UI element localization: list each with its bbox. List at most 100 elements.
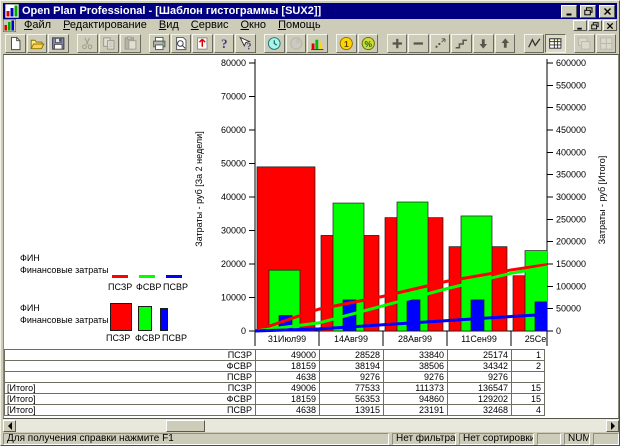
left-axis-ticks: 0 10000 20000 30000 40000 50000 60000 70000 8000… xyxy=(221,58,255,336)
legend-resource-name: Финансовые затраты xyxy=(20,265,109,275)
svg-text:?: ? xyxy=(221,36,228,51)
scroll-right-icon xyxy=(610,422,619,430)
close-button[interactable] xyxy=(599,4,615,18)
new-file-icon xyxy=(11,36,21,50)
cost-cell: 49000 xyxy=(255,349,320,361)
add-button[interactable] xyxy=(386,33,408,53)
line-swatch-green xyxy=(139,275,155,278)
legend-period-bars: ФИН Финансовые затраты ПСЗР ФСВР ПСВР xyxy=(18,301,228,347)
help-button[interactable]: ? xyxy=(213,33,235,53)
svg-text:40000: 40000 xyxy=(221,192,246,202)
menu-file[interactable]: Файл xyxy=(24,19,52,31)
table-row[interactable]: ПСЗР 49000 28528 33840 25174 1 xyxy=(4,349,545,361)
step-button[interactable] xyxy=(451,33,473,53)
left-axis-title: Затраты - руб [За 2 недели] xyxy=(194,131,204,247)
menu-window[interactable]: Окно xyxy=(240,19,267,31)
bar-swatch-blue xyxy=(160,308,168,331)
table-row[interactable]: [Итого] ФСВР 18159 56353 94860 129202 15 xyxy=(4,393,545,405)
scroll-left-button[interactable] xyxy=(3,420,16,432)
mdi-close-button[interactable] xyxy=(603,20,617,31)
cost-cell: 28528 xyxy=(319,349,384,361)
new-button[interactable] xyxy=(5,33,26,53)
cost-cell: 38194 xyxy=(319,360,384,372)
context-help-button[interactable]: ? xyxy=(235,33,256,53)
print-button[interactable] xyxy=(149,33,170,53)
svg-text:450000: 450000 xyxy=(556,125,586,135)
save-button[interactable] xyxy=(48,33,69,53)
up-arrow-icon xyxy=(501,37,509,48)
minimize-icon xyxy=(566,13,571,15)
restore-icon xyxy=(583,6,592,15)
print-preview-icon xyxy=(175,36,187,50)
cost-cell: 111373 xyxy=(383,382,448,394)
cost-cell: 9276 xyxy=(383,371,448,383)
svg-text:60000: 60000 xyxy=(221,125,246,135)
time-analysis-button[interactable] xyxy=(264,33,285,53)
menu-items: Файл Редактирование Вид Сервис Окно Помощь xyxy=(18,19,572,32)
cost-cell: 13915 xyxy=(319,404,384,416)
cumulative-lines xyxy=(254,263,547,333)
status-filter: Нет фильтра xyxy=(392,433,456,445)
open-button[interactable] xyxy=(26,33,48,53)
close-icon xyxy=(603,7,611,15)
menu-help[interactable]: Помощь xyxy=(278,19,321,31)
update-button[interactable] xyxy=(192,33,213,53)
mdi-minimize-button[interactable] xyxy=(573,20,587,31)
link-button[interactable] xyxy=(429,33,451,53)
zigzag-line-button[interactable] xyxy=(523,33,545,53)
line-series-2 xyxy=(254,312,547,333)
cost-cell: 136547 xyxy=(447,382,512,394)
restore-button[interactable] xyxy=(580,4,596,18)
mdi-close-icon xyxy=(606,22,614,29)
cost-cell: 4638 xyxy=(255,371,320,383)
menu-bar: Файл Редактирование Вид Сервис Окно Помощь xyxy=(2,18,617,33)
window-cascade-button xyxy=(574,33,595,53)
cost-cell xyxy=(511,371,545,383)
svg-text:350000: 350000 xyxy=(556,170,586,180)
context-help-icon: ? xyxy=(239,35,252,51)
scroll-left-icon xyxy=(4,422,12,430)
menu-edit[interactable]: Редактирование xyxy=(63,19,147,31)
line-series-0 xyxy=(254,263,547,333)
paste-icon xyxy=(124,35,137,50)
svg-text:50000: 50000 xyxy=(556,304,581,314)
mdi-restore-button[interactable] xyxy=(588,20,602,31)
table-row[interactable]: ПСВР 4638 9276 9276 9276 xyxy=(4,371,545,383)
menu-view[interactable]: Вид xyxy=(158,19,179,31)
svg-text:10000: 10000 xyxy=(221,293,246,303)
status-sort: Нет сортировки xyxy=(459,433,534,445)
cost-cell: 34342 xyxy=(447,360,512,372)
svg-text:31Июл99: 31Июл99 xyxy=(268,334,306,344)
right-axis-ticks: 0 50000 100000 150000 200000 250000 300000 3500… xyxy=(547,58,586,336)
table-row[interactable]: ФСВР 18159 38194 38506 34342 2 xyxy=(4,360,545,372)
status-bar: Для получения справки нажмите F1 Нет фил… xyxy=(3,432,619,445)
row-group: [Итого] xyxy=(7,405,36,415)
remove-button[interactable] xyxy=(408,33,429,53)
row-code: ФСВР xyxy=(226,394,252,404)
table-row[interactable]: [Итого] ПСВР 4638 13915 23191 32468 4 xyxy=(4,404,545,416)
move-down-button[interactable] xyxy=(473,33,494,53)
menu-tools[interactable]: Сервис xyxy=(190,19,229,31)
minimize-button[interactable] xyxy=(561,4,577,18)
app-icon xyxy=(4,3,20,19)
plus-icon xyxy=(392,38,402,48)
horizontal-scrollbar[interactable] xyxy=(3,418,619,432)
status-message: Для получения справки нажмите F1 xyxy=(3,433,389,445)
scroll-right-button[interactable] xyxy=(606,420,619,432)
svg-text:550000: 550000 xyxy=(556,80,586,90)
table-view-button[interactable] xyxy=(545,33,566,53)
scrollbar-thumb[interactable] xyxy=(166,420,205,432)
percent-button[interactable]: % xyxy=(357,33,379,53)
histogram-view-button[interactable] xyxy=(307,33,328,53)
legend-code: ПСВР xyxy=(163,282,188,292)
move-up-button[interactable] xyxy=(494,33,516,53)
svg-text:0: 0 xyxy=(556,326,561,336)
window-tile-icon xyxy=(599,36,612,50)
cost-button[interactable]: 1 xyxy=(336,33,357,53)
mdi-child-icon xyxy=(2,18,17,33)
histogram-chart: 0 10000 20000 30000 40000 50000 60000 70000 8000… xyxy=(4,55,618,349)
print-preview-button[interactable] xyxy=(170,33,192,53)
table-row[interactable]: [Итого] ПСЗР 49006 77533 111373 136547 15 xyxy=(4,382,545,394)
cost-cell: 32468 xyxy=(447,404,512,416)
bars xyxy=(256,166,547,332)
